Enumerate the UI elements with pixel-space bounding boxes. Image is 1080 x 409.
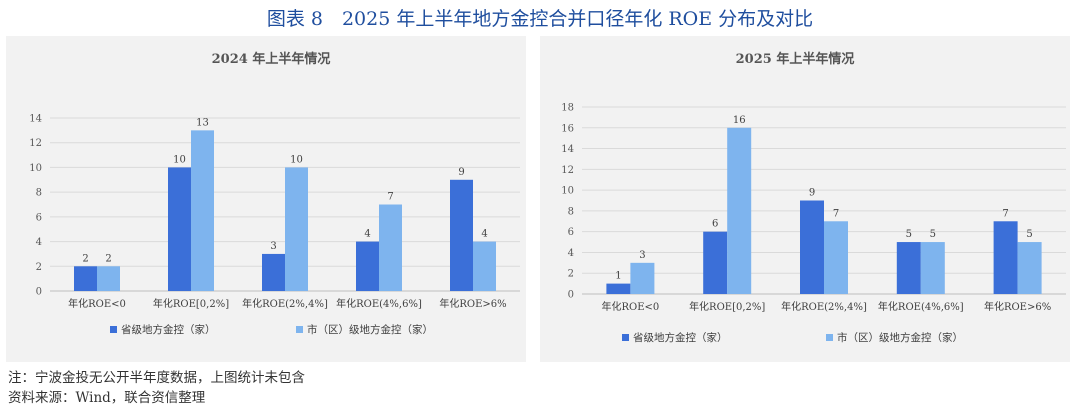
data-label: 9 [809,188,815,199]
y-tick-label: 2 [568,269,574,280]
legend-item-provincial: 省级地方金控（家） [633,331,728,344]
bar-municipal [97,266,120,291]
chart-panel-2025: 2025 年上半年情况 0 2 4 6 8 10 12 14 16 18 1 3 年化ROE<0 6 16 年化… [540,36,1070,362]
y-tick-label: 0 [568,290,574,301]
y-tick-label: 10 [29,163,42,174]
x-tick-label: 年化ROE>6% [439,297,506,310]
legend-item-municipal: 市（区）级地方金控（家） [307,323,433,336]
y-tick-label: 6 [568,227,574,238]
y-tick-label: 10 [561,186,574,197]
data-label: 7 [1002,208,1008,219]
chart-title: 2025 年上半年情况 [736,51,855,67]
data-label: 6 [712,219,718,230]
legend-item-municipal: 市（区）级地方金控（家） [837,331,963,344]
y-tick-label: 16 [561,123,574,134]
y-tick-label: 4 [568,248,574,259]
data-label: 3 [270,241,276,252]
chart-2024-svg: 2024 年上半年情况 0 2 4 6 8 10 12 14 2 2 年化ROE<0 10 13 年化ROE… [29,51,520,336]
chart-title: 2024 年上半年情况 [212,51,331,67]
bar-municipal [727,127,752,295]
y-tick-label: 14 [561,144,574,155]
bar-municipal [379,204,402,291]
y-tick-label: 8 [36,188,42,199]
legend-swatch-municipal [296,326,303,333]
data-label: 7 [387,192,393,203]
chart-2025-svg: 2025 年上半年情况 0 2 4 6 8 10 12 14 16 18 1 3 年化ROE<0 6 16 年化… [561,51,1066,344]
y-tick-label: 18 [561,103,574,114]
data-label: 5 [906,229,912,240]
data-label: 5 [930,229,936,240]
x-tick-label: 年化ROE[0,2%] [689,300,765,313]
data-label: 9 [458,167,464,178]
y-tick-label: 8 [568,206,574,217]
x-tick-label: 年化ROE<0 [602,300,660,313]
data-label: 7 [833,208,839,219]
legend-swatch-provincial [110,326,117,333]
x-tick-label: 年化ROE(4%,6%] [878,300,964,313]
source-note: 资料来源：Wind，联合资信整理 [8,390,206,406]
y-tick-label: 12 [561,165,574,176]
bar-municipal [191,130,214,291]
bar-provincial [993,221,1018,294]
legend-swatch-municipal [826,334,833,341]
figure-title: 图表 8 2025 年上半年地方金控合并口径年化 ROE 分布及对比 [266,8,814,30]
x-tick-label: 年化ROE<0 [68,297,126,310]
data-label: 10 [173,154,186,165]
y-tick-label: 14 [29,114,42,125]
y-tick-label: 12 [29,138,42,149]
legend-item-provincial: 省级地方金控（家） [121,323,216,336]
data-label: 10 [290,154,303,165]
data-label: 2 [105,253,111,264]
footnote: 注：宁波金投无公开半年度数据，上图统计未包含 [8,370,305,386]
y-tick-label: 2 [36,262,42,273]
data-label: 5 [1026,229,1032,240]
bar-provincial [703,231,728,294]
data-label: 13 [196,117,209,128]
data-label: 16 [733,115,746,126]
bar-provincial [896,242,921,294]
x-tick-label: 年化ROE>6% [984,300,1051,313]
x-tick-label: 年化ROE(2%,4%] [242,297,328,310]
data-label: 2 [82,253,88,264]
bar-provincial [74,266,97,291]
bar-municipal [824,221,848,294]
chart-panel-2024: 2024 年上半年情况 0 2 4 6 8 10 12 14 2 2 年化ROE<0 10 13 年化ROE… [6,36,526,362]
bar-provincial [356,241,379,291]
data-label: 4 [481,229,487,240]
legend-swatch-provincial [622,334,629,341]
bar-provincial [450,179,473,291]
bar-municipal [285,167,308,291]
x-tick-label: 年化ROE[0,2%] [153,297,229,310]
data-label: 1 [615,271,621,282]
y-tick-label: 6 [36,212,42,223]
bar-municipal [630,262,655,294]
bar-provincial [262,253,285,291]
bar-provincial [606,283,631,294]
bar-provincial [168,167,191,291]
y-tick-label: 0 [36,287,42,298]
y-tick-label: 4 [36,237,42,248]
x-tick-label: 年化ROE(4%,6%] [336,297,422,310]
bar-municipal [920,242,945,294]
x-tick-label: 年化ROE(2%,4%] [781,300,867,313]
data-label: 4 [364,229,370,240]
data-label: 3 [639,250,645,261]
bar-municipal [1017,242,1042,294]
bar-municipal [473,241,496,291]
bar-provincial [800,200,824,294]
